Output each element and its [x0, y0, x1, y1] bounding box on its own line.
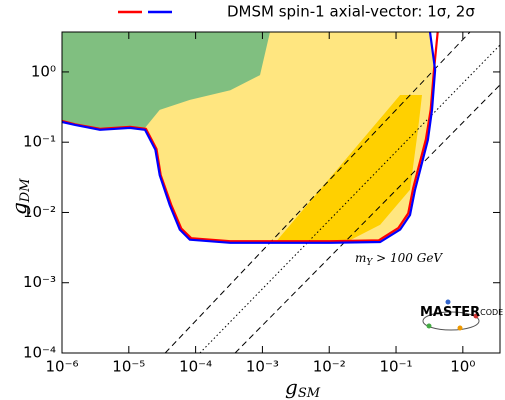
annotation: mY > 100 GeV	[355, 251, 443, 268]
logo-part: MASTER	[420, 305, 480, 320]
x-label-part: SM	[298, 386, 321, 400]
reference-line	[164, 32, 471, 353]
logo: MASTERCODE	[420, 299, 503, 331]
annotation-part: Y	[366, 258, 373, 268]
logo-text: MASTERCODE	[420, 305, 503, 320]
x-axis-label: gSM	[285, 375, 321, 400]
y-label-part: DM	[18, 178, 33, 203]
y-tick-label: 10⁻³	[23, 273, 56, 291]
y-axis-label: gDM	[7, 178, 33, 215]
logo-dot	[473, 313, 479, 319]
y-tick-label: 10⁻²	[23, 203, 56, 221]
plot-frame	[61, 31, 501, 354]
y-tick-label: 10⁻⁴	[23, 344, 56, 362]
x-tick-label: 10⁻⁵	[112, 358, 145, 376]
y-tick-label: 10⁰	[31, 62, 56, 80]
x-tick-label: 10⁻¹	[380, 358, 413, 376]
logo-part: CODE	[480, 308, 503, 317]
region	[275, 95, 422, 243]
annotation-part: > 100 GeV	[372, 251, 443, 265]
x-tick-label: 10⁻²	[313, 358, 346, 376]
logo-ring	[422, 311, 480, 331]
plot-area	[62, 32, 500, 353]
logo-dot	[426, 323, 432, 329]
x-tick-label: 10⁻³	[246, 358, 279, 376]
legend-text: DMSM spin-1 axial-vector: 1σ, 2σ	[227, 3, 475, 21]
y-tick-label: 10⁻¹	[23, 133, 56, 151]
region	[62, 32, 270, 128]
logo-dot	[445, 299, 451, 305]
x-tick-label: 10⁰	[450, 358, 475, 376]
contour-line	[62, 32, 437, 244]
x-label-part: g	[285, 375, 298, 399]
annotation-part: m	[355, 251, 366, 265]
x-tick-label: 10⁻⁴	[179, 358, 212, 376]
reference-line	[234, 84, 500, 353]
y-label-part: g	[7, 202, 31, 215]
x-tick-label: 10⁻⁶	[45, 358, 78, 376]
logo-dot	[457, 325, 463, 331]
